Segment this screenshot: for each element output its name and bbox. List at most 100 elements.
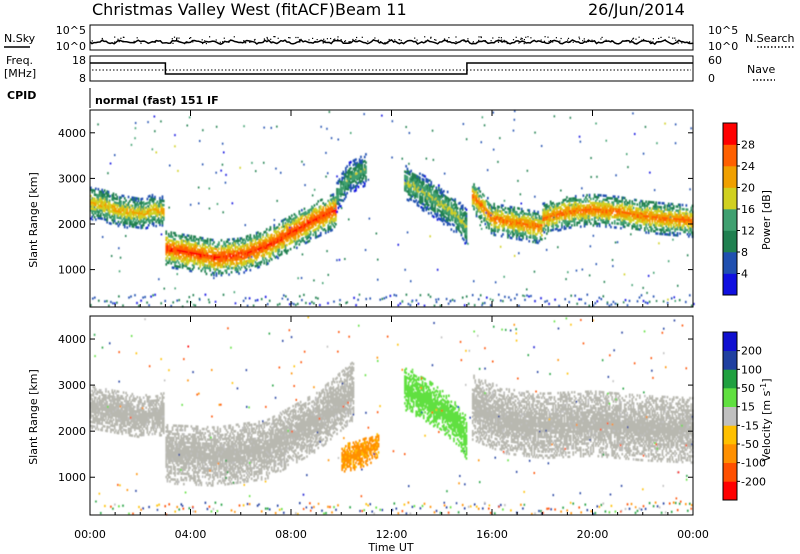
heatmap-cell xyxy=(640,210,642,213)
heatmap-cell xyxy=(118,202,121,205)
heatmap-cell xyxy=(351,180,353,184)
heatmap-cell xyxy=(435,196,438,200)
heatmap-cell xyxy=(616,222,619,225)
noise-dot xyxy=(228,41,230,43)
heatmap-cell xyxy=(493,206,495,210)
heatmap-cell xyxy=(188,261,190,264)
heatmap-cell xyxy=(309,220,312,224)
heatmap-cell xyxy=(343,187,346,190)
heatmap-cell xyxy=(117,216,120,219)
heatmap-cell xyxy=(167,232,170,236)
heatmap-cell xyxy=(405,185,407,188)
heatmap-cell xyxy=(616,210,619,213)
heatmap-cell xyxy=(490,219,493,223)
heatmap-cell xyxy=(448,203,450,207)
heatmap-cell xyxy=(245,235,248,238)
heatmap-cell xyxy=(221,247,224,250)
heatmap-cell xyxy=(424,203,426,207)
heatmap-cell xyxy=(181,233,184,236)
heatmap-cell xyxy=(558,216,561,220)
heatmap-cell xyxy=(215,247,218,251)
heatmap-cell xyxy=(324,231,327,235)
heatmap-cell xyxy=(211,259,214,262)
heatmap-cell xyxy=(438,204,440,208)
heatmap-cell xyxy=(357,169,360,172)
heatmap-cell xyxy=(150,196,152,199)
heatmap-cell xyxy=(513,210,516,214)
heatmap-cell xyxy=(475,188,478,191)
heatmap-cell xyxy=(195,237,198,241)
heatmap-cell xyxy=(498,228,500,231)
heatmap-cell xyxy=(193,243,195,247)
heatmap-cell xyxy=(259,238,262,242)
heatmap-cell xyxy=(582,212,585,216)
heatmap-cell xyxy=(210,257,213,260)
heatmap-cell xyxy=(670,215,673,218)
heatmap-cell xyxy=(541,229,543,233)
heatmap-cell xyxy=(361,163,364,166)
heatmap-cell xyxy=(475,206,478,210)
heatmap-cell xyxy=(517,229,519,233)
heatmap-cell xyxy=(120,210,122,214)
heatmap-cell xyxy=(262,243,264,247)
heatmap-cell xyxy=(581,212,583,216)
heatmap-cell xyxy=(503,221,505,224)
heatmap-cell xyxy=(307,219,309,223)
heatmap-cell xyxy=(667,221,670,224)
heatmap-cell xyxy=(464,235,467,239)
heatmap-cell xyxy=(199,244,201,248)
heatmap-cell xyxy=(146,226,149,229)
heatmap-cell xyxy=(654,209,656,212)
heatmap-cell xyxy=(530,219,533,223)
heatmap-cell xyxy=(512,226,514,230)
heatmap-cell xyxy=(303,224,306,227)
heatmap-cell xyxy=(518,227,521,231)
heatmap-cell xyxy=(571,220,573,223)
heatmap-cell xyxy=(254,246,257,250)
heatmap-cell xyxy=(603,204,606,208)
heatmap-cell xyxy=(522,218,524,221)
heatmap-cell xyxy=(463,226,465,229)
heatmap-cell xyxy=(311,222,313,225)
heatmap-cell xyxy=(532,236,534,239)
heatmap-cell xyxy=(122,221,125,224)
heatmap-cell xyxy=(213,271,215,275)
heatmap-cell xyxy=(357,171,360,174)
heatmap-cell xyxy=(493,233,495,237)
heatmap-cell xyxy=(250,254,253,257)
heatmap-cell xyxy=(141,220,144,223)
heatmap-cell xyxy=(317,216,320,220)
heatmap-cell xyxy=(612,209,615,213)
heatmap-cell xyxy=(269,238,272,241)
heatmap-cell xyxy=(655,217,657,221)
heatmap-cell xyxy=(671,202,674,206)
heatmap-cell xyxy=(659,201,661,205)
heatmap-cell xyxy=(150,204,152,208)
heatmap-cell xyxy=(191,253,194,257)
heatmap-cell xyxy=(627,216,630,219)
heatmap-cell xyxy=(520,224,523,227)
heatmap-cell xyxy=(328,209,331,212)
heatmap-cell xyxy=(177,247,180,250)
heatmap-cell xyxy=(323,211,326,215)
heatmap-cell xyxy=(564,216,567,220)
heatmap-cell xyxy=(221,259,224,262)
heatmap-cell xyxy=(549,208,552,212)
heatmap-cell xyxy=(554,223,557,227)
heatmap-cell xyxy=(277,234,279,237)
heatmap-cell xyxy=(262,247,264,251)
heatmap-cell xyxy=(465,239,468,242)
heatmap-cell xyxy=(293,223,296,226)
heatmap-cell xyxy=(639,201,641,205)
heatmap-cell xyxy=(210,265,213,268)
heatmap-cell xyxy=(199,253,201,256)
heatmap-cell xyxy=(252,247,254,250)
heatmap-cell xyxy=(527,209,529,212)
heatmap-cell xyxy=(488,202,490,205)
heatmap-cell xyxy=(583,223,586,226)
heatmap-cell xyxy=(554,213,557,216)
heatmap-cell xyxy=(520,232,523,235)
heatmap-cell xyxy=(134,205,136,208)
heatmap-cell xyxy=(134,201,136,204)
heatmap-cell xyxy=(627,224,630,227)
